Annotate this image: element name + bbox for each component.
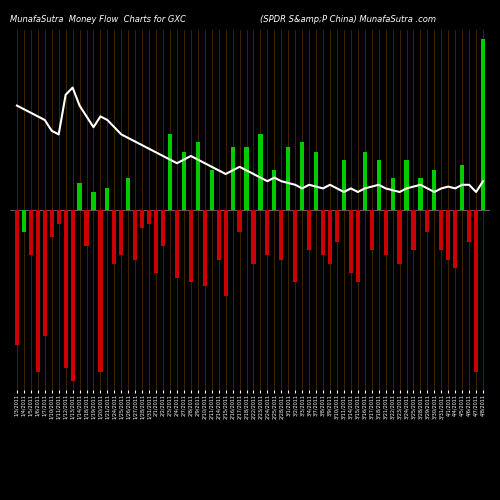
Bar xyxy=(182,152,186,210)
Bar xyxy=(293,210,298,282)
Bar xyxy=(29,210,33,255)
Bar xyxy=(119,210,124,255)
Bar xyxy=(210,170,214,210)
Bar xyxy=(412,210,416,250)
Bar xyxy=(189,210,193,282)
Bar xyxy=(216,210,221,260)
Bar xyxy=(349,210,353,273)
Bar xyxy=(84,210,88,246)
Bar xyxy=(342,160,346,210)
Bar xyxy=(175,210,179,278)
Bar xyxy=(78,183,82,210)
Bar xyxy=(307,210,311,250)
Bar xyxy=(321,210,325,255)
Bar xyxy=(314,152,318,210)
Bar xyxy=(446,210,450,260)
Bar xyxy=(15,210,19,345)
Bar xyxy=(370,210,374,250)
Bar xyxy=(98,210,102,372)
Bar xyxy=(112,210,116,264)
Bar xyxy=(467,210,471,242)
Bar xyxy=(106,188,110,210)
Bar xyxy=(272,170,276,210)
Bar xyxy=(202,210,207,286)
Bar xyxy=(328,210,332,264)
Bar xyxy=(356,210,360,282)
Text: (SPDR S&amp;P China) MunafaSutra .com: (SPDR S&amp;P China) MunafaSutra .com xyxy=(260,15,436,24)
Bar xyxy=(161,210,165,246)
Bar xyxy=(404,160,408,210)
Bar xyxy=(147,210,151,224)
Bar xyxy=(230,147,234,210)
Bar xyxy=(252,210,256,264)
Bar xyxy=(64,210,68,368)
Bar xyxy=(196,142,200,210)
Bar xyxy=(376,160,381,210)
Bar xyxy=(335,210,339,242)
Bar xyxy=(384,210,388,255)
Bar xyxy=(460,165,464,210)
Bar xyxy=(418,178,422,210)
Bar xyxy=(453,210,458,268)
Bar xyxy=(224,210,228,296)
Bar xyxy=(481,39,485,210)
Bar xyxy=(50,210,54,237)
Bar xyxy=(362,152,367,210)
Bar xyxy=(266,210,270,255)
Bar xyxy=(426,210,430,232)
Bar xyxy=(140,210,144,228)
Bar xyxy=(56,210,61,224)
Bar xyxy=(439,210,444,250)
Bar xyxy=(279,210,283,260)
Bar xyxy=(70,210,74,381)
Bar xyxy=(390,178,394,210)
Bar xyxy=(238,210,242,232)
Bar xyxy=(258,134,262,210)
Bar xyxy=(92,192,96,210)
Text: MunafaSutra  Money Flow  Charts for GXC: MunafaSutra Money Flow Charts for GXC xyxy=(10,15,186,24)
Bar xyxy=(300,142,304,210)
Bar xyxy=(474,210,478,372)
Bar xyxy=(432,170,436,210)
Bar xyxy=(286,147,290,210)
Bar xyxy=(42,210,47,336)
Bar xyxy=(133,210,138,260)
Bar xyxy=(154,210,158,273)
Bar xyxy=(168,134,172,210)
Bar xyxy=(126,178,130,210)
Bar xyxy=(22,210,26,232)
Bar xyxy=(36,210,40,372)
Bar xyxy=(244,147,248,210)
Bar xyxy=(398,210,402,264)
